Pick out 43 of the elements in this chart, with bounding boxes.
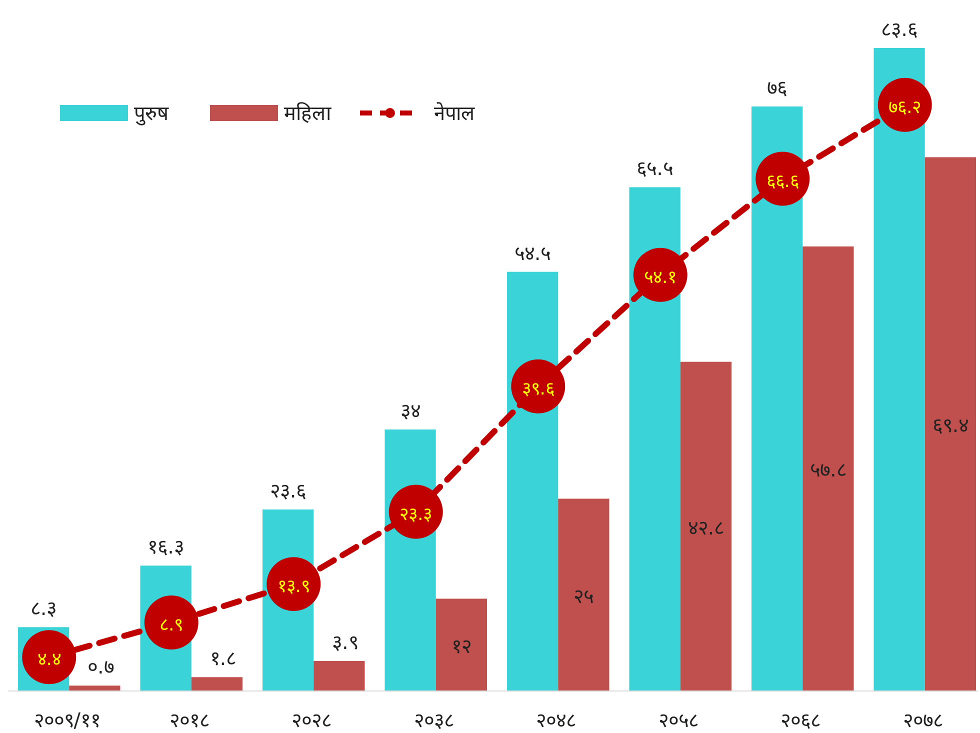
legend-label: पुरुष — [134, 101, 169, 126]
bar — [680, 362, 732, 691]
bar — [314, 661, 365, 691]
x-tick-label: २०३८ — [414, 708, 454, 732]
data-label: ७६.२ — [888, 96, 922, 118]
legend-label: नेपाल — [434, 101, 475, 125]
data-label: १३.९ — [277, 576, 310, 598]
data-label: २३.६ — [270, 478, 306, 502]
data-label: ४२.८ — [688, 515, 724, 540]
bar — [924, 157, 976, 691]
data-label: १.८ — [210, 646, 236, 670]
data-label: २३.३ — [400, 504, 432, 525]
data-label: ५४.५ — [514, 240, 551, 265]
data-label: ०.७ — [88, 654, 114, 679]
bar — [436, 598, 487, 691]
data-label: ३.९ — [332, 630, 358, 654]
bar — [191, 677, 242, 691]
x-tick-label: २०२८ — [292, 708, 332, 732]
bar — [558, 498, 610, 691]
data-label: ८३.६ — [881, 17, 918, 41]
x-tick-label: २००९/११ — [34, 708, 100, 732]
data-label: १२ — [451, 634, 472, 658]
data-label: ६९.४ — [932, 413, 969, 438]
x-tick-label: २०५८ — [658, 708, 698, 732]
bar — [69, 686, 120, 691]
x-tick-label: २०४८ — [536, 708, 576, 732]
x-tick-label: २०१८ — [169, 708, 210, 732]
data-label: १६.३ — [148, 534, 184, 559]
x-tick-label: २०७८ — [902, 708, 943, 732]
data-label: ३४ — [400, 398, 420, 422]
data-label: २५ — [574, 584, 594, 608]
data-label: ३९.६ — [522, 378, 554, 400]
data-label: ५४.१ — [644, 266, 677, 288]
x-tick-label: २०६८ — [780, 708, 821, 732]
data-label: ६६.६ — [766, 170, 799, 192]
data-label: ८.३ — [30, 596, 57, 620]
bar — [802, 246, 854, 691]
data-label: ६५.५ — [636, 156, 673, 180]
data-label: ४.४ — [37, 649, 61, 670]
data-label: ७६ — [767, 75, 788, 100]
data-label: ८.९ — [160, 614, 184, 636]
legend-label: महिला — [284, 101, 332, 125]
data-label: ५७.८ — [810, 458, 846, 482]
